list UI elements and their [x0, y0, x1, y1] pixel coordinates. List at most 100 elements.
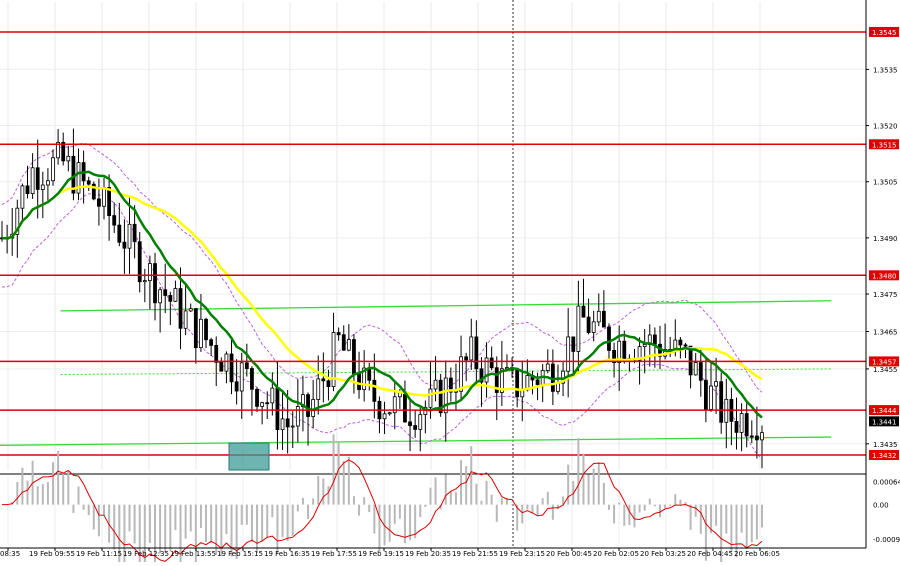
candle-body [683, 344, 688, 347]
candle-body [566, 336, 571, 372]
candle-body [392, 396, 397, 414]
level-tag [869, 26, 899, 37]
level-tag [869, 356, 899, 367]
candle-body [749, 435, 754, 438]
oscillator-tick-label: 0.00 [873, 502, 889, 510]
candle-body [357, 373, 361, 391]
candle-body [255, 388, 259, 407]
candle-body [693, 362, 698, 376]
candle-body [224, 353, 229, 372]
y-tick-label: 1.3520 [873, 123, 898, 131]
candle-body [734, 421, 739, 433]
candle-body [86, 180, 91, 185]
candle-body [382, 413, 387, 420]
level-tag-label: 1.3432 [872, 452, 897, 460]
candle-body [336, 332, 341, 336]
signal-marker-layer [228, 442, 270, 471]
y-tick-label: 1.3535 [873, 66, 898, 74]
candle-body [280, 418, 285, 431]
candle-body [219, 361, 224, 372]
candle-body [387, 412, 392, 415]
candle-body [117, 224, 122, 243]
candle-body [40, 184, 45, 190]
level-tag [869, 450, 899, 461]
candle-body [754, 435, 759, 441]
candle-body [107, 187, 112, 216]
candle-body [760, 432, 764, 441]
x-tick-label: 20 Feb 00:45 [546, 550, 592, 558]
candle-body [341, 334, 346, 351]
candle-body [132, 223, 137, 243]
candle-body [637, 346, 642, 361]
candle-body [688, 345, 693, 376]
envelope-bands-layer [1, 142, 763, 460]
candle-body [178, 288, 183, 329]
candle-body [321, 378, 326, 382]
candle-body [239, 362, 244, 392]
x-tick-label: 20 Feb 06:05 [734, 550, 780, 558]
candle-body [199, 318, 203, 348]
candle-body [148, 263, 152, 282]
level-tag [869, 139, 899, 150]
candle-body [535, 379, 540, 385]
candle-body [97, 198, 101, 207]
candle-body [163, 289, 168, 296]
x-tick-label: 19 Feb 15:15 [217, 550, 263, 558]
candle-body [438, 379, 443, 414]
candle-body [229, 353, 234, 383]
candle-body [612, 350, 616, 364]
x-tick-label: 19 Feb 19:15 [358, 550, 404, 558]
trendline-2 [0, 436, 832, 446]
candle-body [494, 367, 499, 393]
candle-body [652, 334, 657, 345]
x-tick-label: 19 Feb 12:35 [123, 550, 169, 558]
x-tick-label: 19 Feb 20:35 [405, 550, 451, 558]
candle-body [739, 413, 744, 433]
candle-body [66, 155, 71, 162]
candle-body [622, 340, 627, 362]
level-tag-label: 1.3457 [872, 358, 897, 366]
candle-body [489, 357, 494, 369]
x-tick-label: 19 Feb 11:15 [76, 550, 122, 558]
candle-body [204, 318, 208, 341]
moving-averages-layer [1, 170, 763, 419]
candle-body [408, 421, 412, 426]
candle-body [25, 185, 30, 195]
candle-body [51, 157, 55, 182]
candle-body [295, 406, 300, 427]
candle-body [459, 356, 463, 392]
candle-body [469, 336, 474, 361]
candle-body [576, 305, 581, 352]
candle-body [484, 357, 489, 383]
candle-body [20, 185, 25, 209]
x-tick-label: 08:35 [0, 550, 20, 558]
lower-band [1, 193, 763, 460]
candle-body [362, 367, 367, 391]
x-tick-label: 19 Feb 21:55 [452, 550, 498, 558]
y-tick-label: 1.3505 [873, 179, 898, 187]
candle-body [193, 308, 198, 348]
slow-moving-average [1, 185, 763, 397]
candle-body [250, 368, 254, 390]
candle-body [744, 413, 749, 437]
signal-line [2, 459, 763, 562]
candle-body [443, 377, 448, 414]
candle-body [479, 368, 484, 383]
candle-body [137, 241, 142, 283]
candle-body [678, 339, 683, 346]
candle-body [234, 381, 239, 392]
candle-body [617, 340, 622, 364]
candle-body [127, 223, 132, 249]
candle-body [714, 381, 718, 387]
candle-body [499, 368, 504, 393]
fast-moving-average [1, 170, 763, 419]
candle-body [244, 362, 249, 369]
candle-body [30, 167, 35, 195]
candle-body [168, 295, 173, 302]
level-tag-label: 1.3515 [872, 141, 897, 149]
candle-body [209, 339, 214, 346]
y-tick-label: 1.3465 [873, 328, 898, 336]
candle-body [428, 388, 433, 408]
